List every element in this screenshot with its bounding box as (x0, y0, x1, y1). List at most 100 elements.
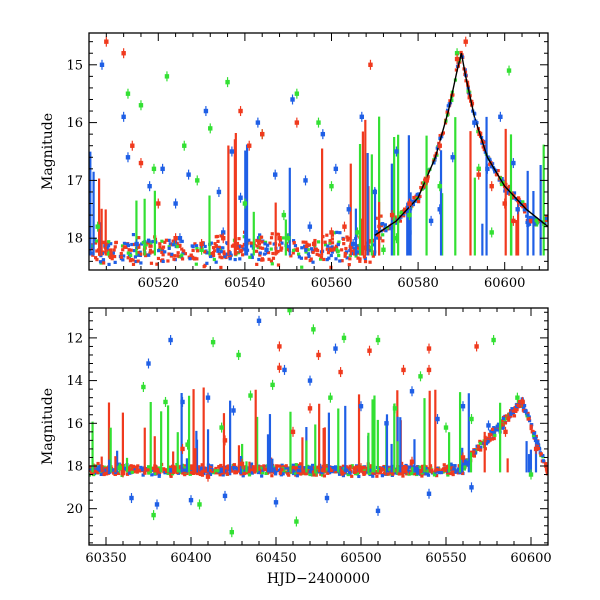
top-cloud-point (336, 242, 340, 247)
bottom-cloud-point (256, 470, 261, 475)
bottom-cloud-point (526, 413, 530, 417)
top-x-tick-label: 60520 (138, 276, 179, 291)
top-cloud-point (180, 257, 185, 261)
top-cloud-point (328, 239, 332, 243)
top-cloud-point (212, 249, 217, 253)
bottom-cloud-point (232, 466, 236, 470)
bottom-cloud-point (348, 464, 352, 468)
top-cloud-point (136, 253, 140, 257)
bottom-cloud-point (229, 468, 233, 472)
bottom-data-point (205, 395, 211, 400)
top-cloud-point (279, 248, 283, 252)
bottom-cloud-point (310, 463, 315, 467)
top-cloud-point (323, 243, 328, 247)
top-cloud-point (232, 243, 236, 247)
top-cloud-point (459, 50, 463, 55)
top-cloud-point (258, 238, 262, 242)
top-cloud-point (347, 263, 351, 267)
bottom-cloud-point (243, 466, 247, 470)
bottom-cloud-point (299, 472, 303, 476)
bottom-cloud-point (446, 473, 450, 477)
top-data-point (311, 241, 317, 247)
top-data-point (121, 114, 126, 120)
top-cloud-point (412, 195, 416, 200)
top-cloud-point (144, 253, 148, 258)
bottom-cloud-point (296, 469, 300, 473)
bottom-y-axis-label: Magnitude (40, 388, 56, 465)
top-cloud-point (276, 263, 281, 267)
bottom-cloud-point (514, 409, 518, 414)
top-cloud-point (194, 244, 199, 248)
bottom-data-point (141, 384, 146, 390)
bottom-cloud-point (487, 432, 492, 437)
bottom-cloud-point (501, 419, 506, 423)
bottom-cloud-point (435, 468, 439, 472)
bottom-data-point (426, 491, 432, 496)
top-cloud-point (307, 243, 312, 247)
bottom-cloud-point (157, 474, 161, 478)
top-model-curve (374, 53, 548, 236)
top-cloud-point (127, 248, 131, 252)
bottom-data-point (273, 500, 279, 505)
top-cloud-point (306, 252, 310, 256)
top-cloud-point (266, 251, 271, 255)
top-cloud-point (190, 244, 194, 248)
bottom-cloud-point (501, 416, 506, 421)
top-x-tick-label: 60540 (224, 276, 265, 291)
top-cloud-point (223, 254, 227, 259)
top-cloud-point (271, 256, 276, 260)
bottom-cloud-point (449, 466, 453, 470)
top-cloud-point (250, 253, 254, 257)
bottom-cloud-point (280, 468, 284, 472)
bottom-cloud-point (89, 465, 93, 469)
top-data-point (394, 149, 399, 154)
bottom-cloud-point (516, 403, 520, 408)
bottom-data-point (460, 455, 466, 460)
top-cloud-point (147, 239, 151, 243)
bottom-cloud-point (89, 466, 92, 471)
top-cloud-point (340, 248, 344, 252)
bottom-cloud-point (282, 469, 286, 473)
bottom-cloud-point (286, 472, 290, 476)
top-data-point (476, 172, 481, 177)
top-cloud-point (161, 253, 165, 257)
top-cloud-point (158, 242, 162, 246)
top-cloud-point (214, 244, 218, 248)
bottom-cloud-point (362, 472, 366, 476)
top-cloud-point (518, 199, 522, 204)
top-cloud-point (308, 258, 312, 263)
bottom-cloud-point (329, 468, 334, 473)
top-data-point (125, 91, 131, 96)
top-cloud-point (297, 252, 301, 256)
bottom-cloud-point (442, 463, 446, 467)
bottom-cloud-point (523, 409, 527, 414)
top-cloud-point (314, 247, 318, 251)
top-cloud-point (259, 235, 264, 239)
bottom-cloud-point (460, 470, 464, 475)
top-cloud-point (363, 259, 368, 264)
top-cloud-point (222, 250, 226, 254)
top-cloud-point (177, 244, 181, 249)
top-data-point (303, 178, 308, 183)
bottom-cloud-point (470, 453, 475, 457)
top-cloud-point (95, 239, 99, 243)
top-cloud-point (139, 261, 143, 265)
bottom-data-point (491, 337, 496, 343)
bottom-data-point (256, 318, 262, 324)
bottom-data-point (338, 369, 343, 375)
bottom-x-tick-label: 60450 (255, 551, 296, 566)
top-cloud-point (496, 169, 500, 173)
top-cloud-point (269, 247, 273, 251)
bottom-cloud-point (116, 471, 121, 476)
top-cloud-point (433, 154, 437, 158)
bottom-cloud-point (200, 463, 204, 467)
bottom-cloud-point (312, 473, 316, 477)
top-cloud-point (330, 250, 334, 254)
top-cloud-point (331, 248, 336, 252)
bottom-cloud-point (258, 469, 262, 473)
top-cloud-point (132, 248, 136, 253)
bottom-cloud-point (125, 472, 130, 476)
bottom-cloud-point (400, 466, 405, 470)
bottom-cloud-point (104, 468, 108, 472)
top-cloud-point (148, 251, 152, 255)
